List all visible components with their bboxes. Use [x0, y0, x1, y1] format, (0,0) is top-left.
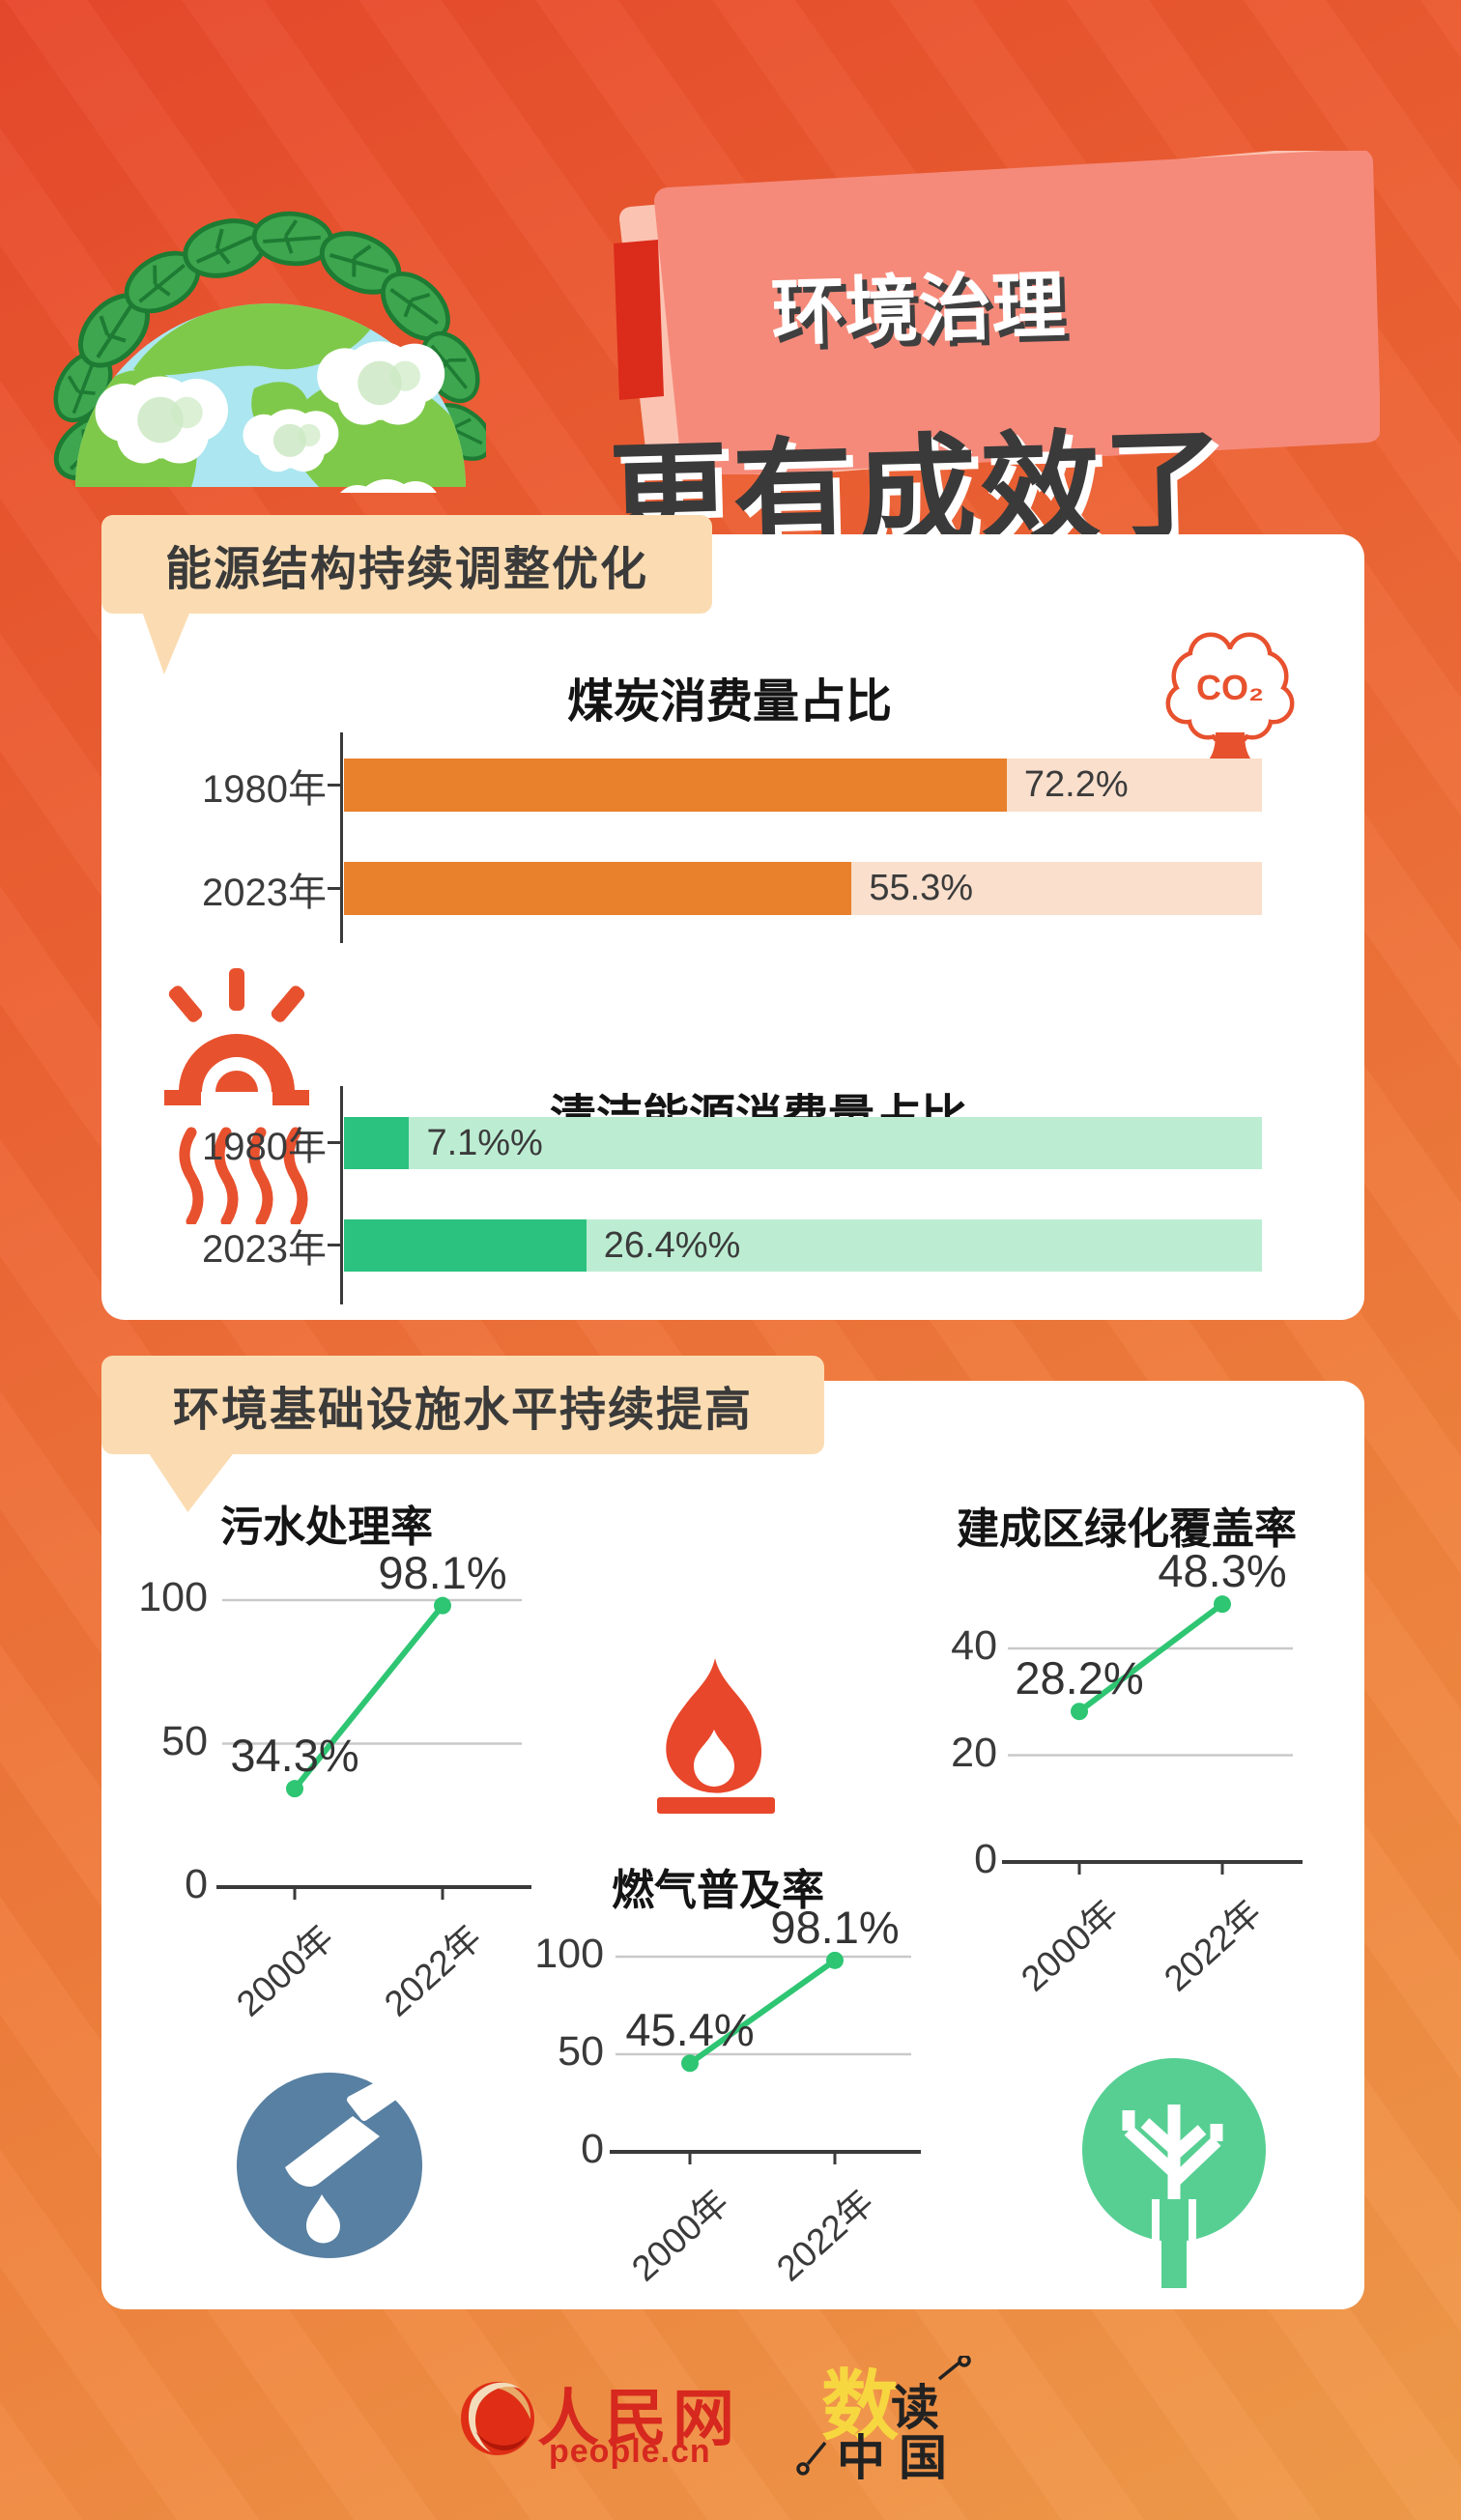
people-cn-logo-icon: [461, 2382, 534, 2455]
coal-chart-title: 煤炭消费量占比: [566, 676, 892, 728]
svg-text:CO₂: CO₂: [1196, 668, 1264, 707]
clean-axis: [340, 1086, 343, 1304]
water-treatment-icon: [237, 2073, 422, 2258]
sun-energy-icon: [164, 968, 309, 1224]
bar-year-label: 2023年: [202, 1228, 327, 1271]
card-energy-section: [101, 534, 1364, 1320]
bar-year-label: 1980年: [202, 1126, 327, 1168]
shudu-logo-char-du: 读: [891, 2381, 939, 2435]
axis-tick: [328, 887, 341, 890]
bar-track: 55.3%: [344, 862, 1262, 915]
gas-flame-icon: [657, 1658, 775, 1814]
bar-row: 1980年 72.2%: [0, 759, 1461, 812]
people-cn-domain-text: people.cn: [549, 2433, 711, 2470]
bar-row: 2023年 26.4%%: [0, 1219, 1461, 1272]
bar-track: 26.4%%: [344, 1219, 1262, 1272]
earth-illustration: [46, 128, 486, 493]
bar-fill: [344, 862, 852, 915]
shudu-logo-char-shu: 数: [821, 2365, 899, 2450]
shudu-logo-needles-icon: [796, 2356, 971, 2476]
bar-year-label: 2023年: [202, 871, 327, 914]
bar-value-label: 26.4%%: [603, 1224, 741, 1266]
bar-value-label: 72.2%: [1023, 764, 1129, 805]
bar-row: 1980年 7.1%%: [0, 1117, 1461, 1169]
bar-value-label: 55.3%: [869, 868, 974, 908]
bar-fill: [344, 759, 1007, 812]
bar-track: 7.1%%: [344, 1117, 1262, 1169]
bar-value-label: 7.1%%: [426, 1122, 543, 1163]
bar-fill: [344, 1117, 410, 1169]
greening-tree-icon: [1082, 2058, 1266, 2288]
banner-title-line1: 环境治理: [770, 265, 1067, 355]
title-banner: [614, 151, 1380, 474]
section2-header: 环境基础设施水平持续提高: [101, 1356, 824, 1454]
bar-row: 2023年 55.3%: [0, 862, 1461, 915]
axis-tick: [328, 784, 341, 787]
bar-year-label: 1980年: [202, 767, 327, 811]
bar-fill: [344, 1219, 587, 1272]
bar-track: 72.2%: [344, 759, 1262, 812]
people-cn-brand-text: 人民网: [537, 2384, 740, 2453]
co2-cloud-icon: CO₂: [1165, 632, 1295, 765]
coal-axis: [340, 732, 343, 943]
axis-tick: [328, 1244, 341, 1246]
shudu-logo-chars-zhongguo: 中国: [837, 2431, 960, 2485]
section1-header: 能源结构持续调整优化: [101, 515, 712, 614]
axis-tick: [328, 1141, 341, 1144]
